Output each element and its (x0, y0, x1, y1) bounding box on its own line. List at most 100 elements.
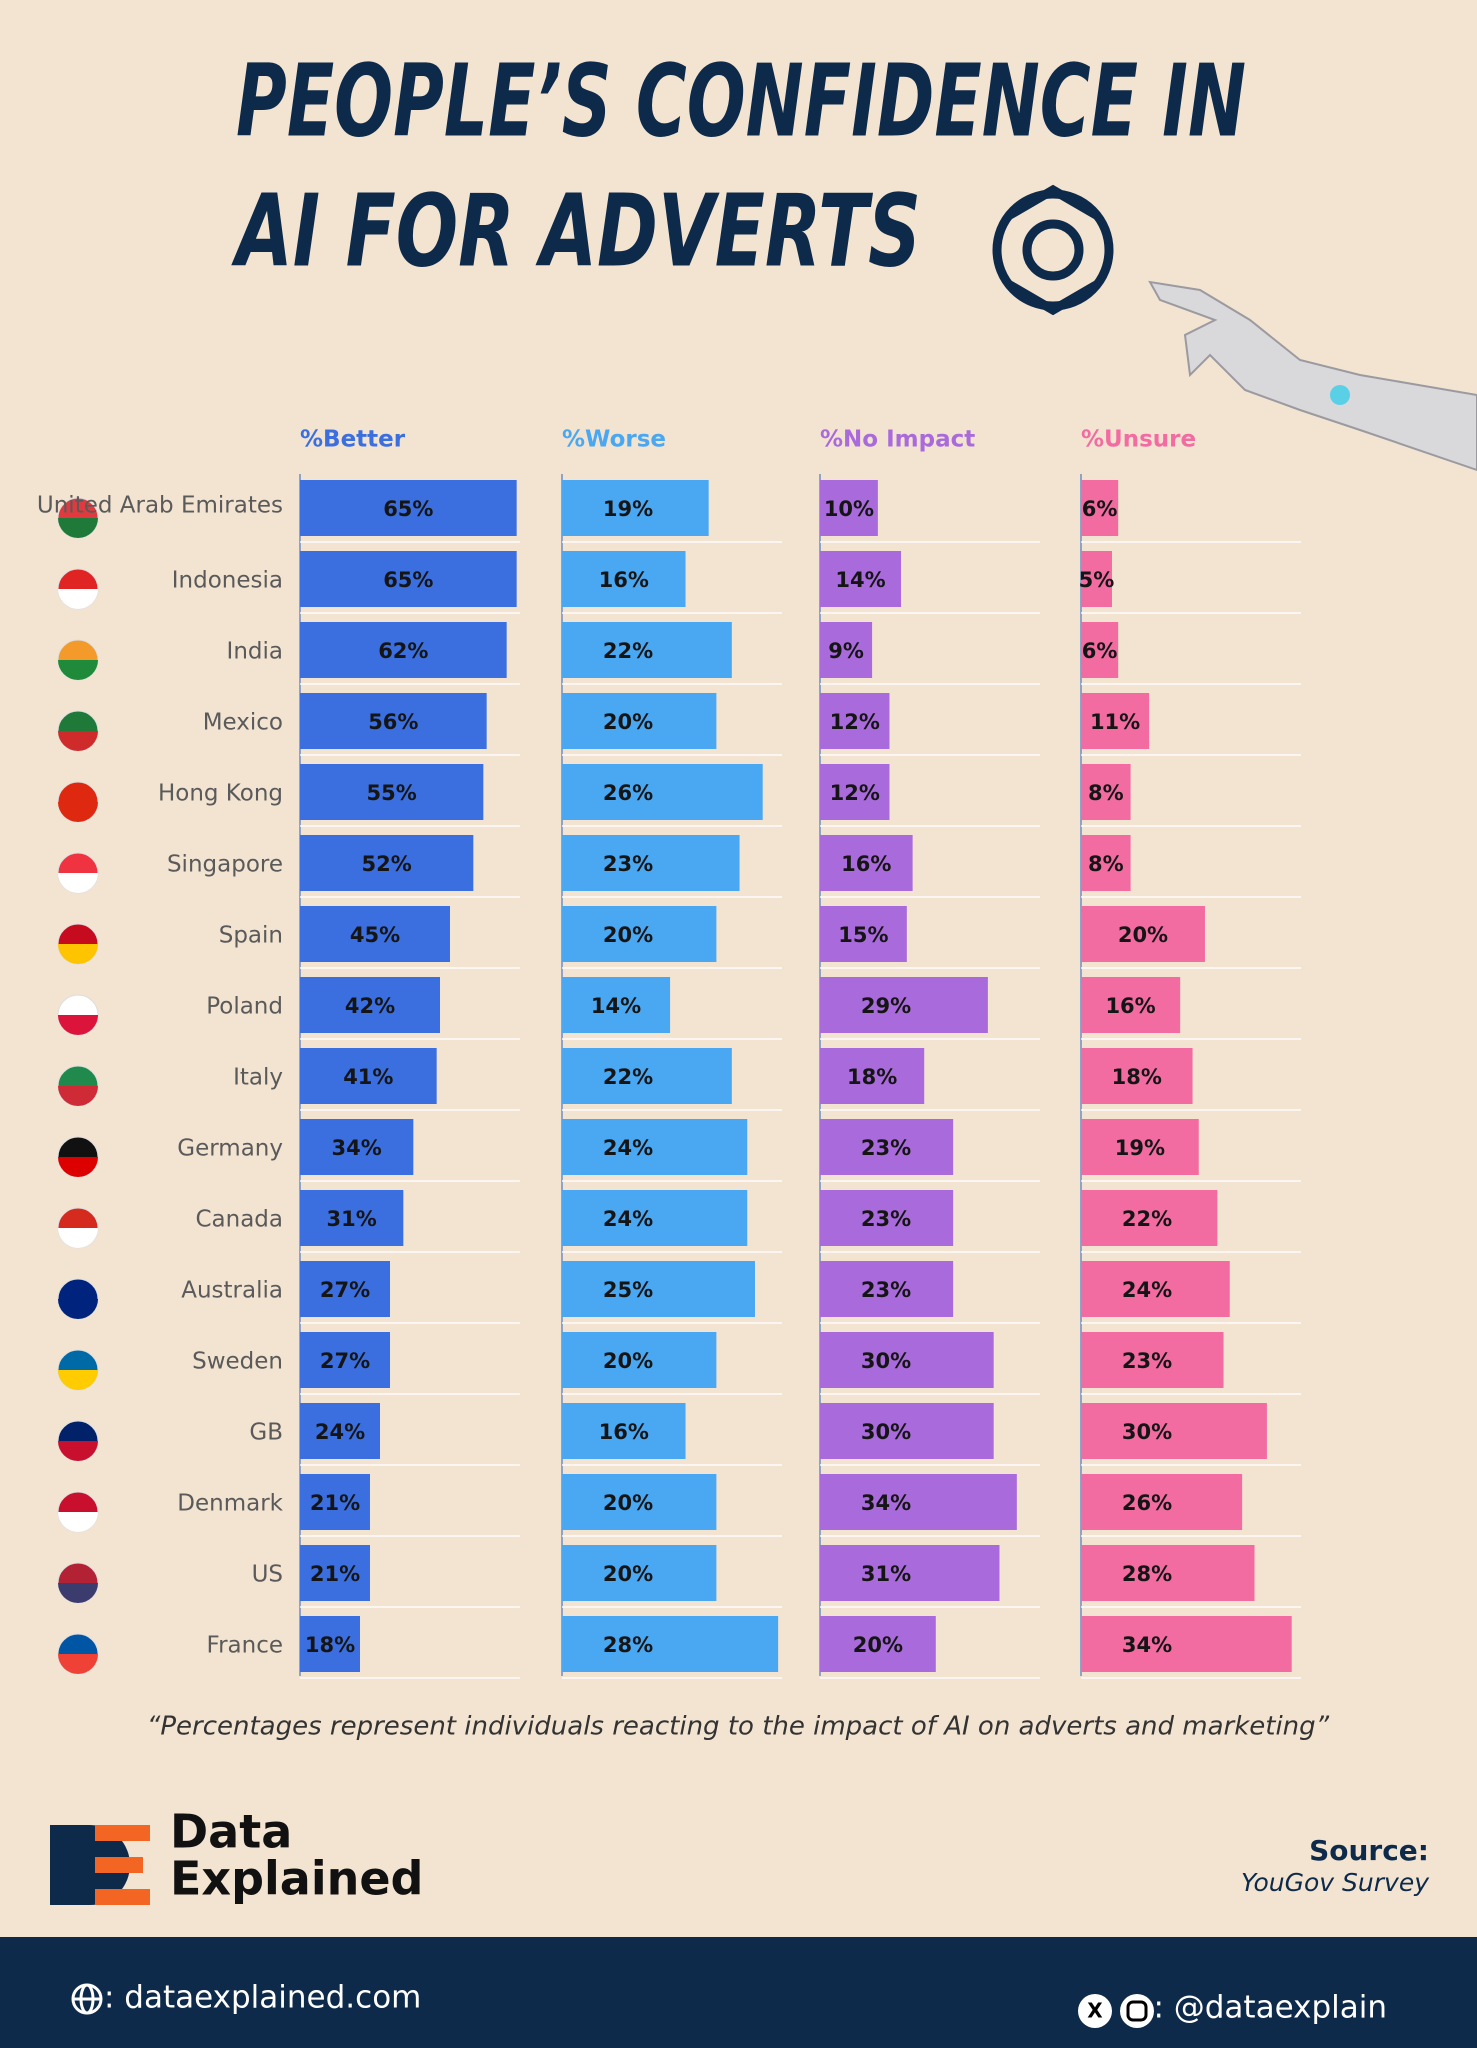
brand-name: Data (170, 1805, 292, 1859)
bar (562, 480, 709, 536)
bar (1081, 551, 1112, 607)
data-label: 16% (599, 1420, 649, 1444)
flag (58, 1441, 98, 1461)
data-label: 65% (383, 497, 433, 521)
bar (300, 1474, 370, 1530)
data-label: 55% (367, 781, 417, 805)
bar (1081, 764, 1131, 820)
bar (300, 1403, 380, 1459)
data-label: 27% (320, 1278, 370, 1302)
bar (1081, 977, 1181, 1033)
flag (58, 802, 98, 822)
bar (820, 551, 902, 607)
y-tick-label: Hong Kong (158, 781, 283, 807)
bar (1081, 1403, 1267, 1459)
y-tick-label: Singapore (167, 852, 283, 878)
y-tick-label: United Arab Emirates (37, 493, 283, 519)
data-label: 41% (343, 1065, 393, 1089)
data-label: 56% (368, 710, 418, 734)
brand-name: Explained (170, 1852, 423, 1906)
flag (58, 731, 98, 751)
bar (300, 551, 517, 607)
bar (300, 693, 487, 749)
bar (820, 1048, 925, 1104)
data-label: 23% (861, 1207, 911, 1231)
svg-text:X: X (1087, 1999, 1103, 2023)
source-text: YouGov Survey (1241, 1868, 1430, 1897)
data-label: 16% (599, 568, 649, 592)
data-label: 15% (838, 923, 888, 947)
website: : dataexplained.com (104, 1980, 421, 2016)
y-tick-label: Italy (233, 1065, 283, 1091)
bar (300, 1119, 414, 1175)
data-label: 30% (1122, 1420, 1172, 1444)
data-label: 29% (861, 994, 911, 1018)
bar (300, 906, 450, 962)
bar (820, 764, 890, 820)
y-tick-label: Indonesia (172, 568, 283, 594)
bar (820, 835, 913, 891)
data-label: 20% (853, 1633, 903, 1657)
data-label: 31% (327, 1207, 377, 1231)
bar (562, 1261, 755, 1317)
data-label: 24% (1122, 1278, 1172, 1302)
bar (820, 1190, 954, 1246)
data-label: 22% (1122, 1207, 1172, 1231)
flag (58, 1512, 98, 1532)
ai-logo (992, 184, 1114, 316)
data-label: 21% (310, 1491, 360, 1515)
data-label: 24% (315, 1420, 365, 1444)
robot-hand (1148, 280, 1477, 472)
bar (562, 977, 671, 1033)
bar (820, 1332, 994, 1388)
flag (58, 1086, 98, 1106)
data-label: 6% (1082, 639, 1118, 663)
social-handle: : @dataexplain (1153, 1990, 1387, 2026)
bar (300, 1616, 360, 1672)
data-label: 8% (1088, 852, 1124, 876)
flag (58, 1015, 98, 1035)
bar (1081, 1545, 1255, 1601)
bar (820, 1119, 954, 1175)
flag (58, 1370, 98, 1390)
bar (300, 622, 507, 678)
y-tick-label: GB (249, 1420, 283, 1446)
bar (820, 906, 907, 962)
flag (58, 660, 98, 680)
bar (300, 1545, 370, 1601)
data-label: 18% (305, 1633, 355, 1657)
legend-label: %Worse (562, 427, 666, 453)
data-label: 16% (1105, 994, 1155, 1018)
bar (1081, 1119, 1199, 1175)
bar (562, 1332, 717, 1388)
data-label: 23% (861, 1278, 911, 1302)
flag (58, 1583, 98, 1603)
data-label: 24% (603, 1207, 653, 1231)
social-icons: X (1078, 1994, 1154, 2028)
data-label: 18% (847, 1065, 897, 1089)
flag (58, 589, 98, 609)
data-label: 22% (603, 639, 653, 663)
bar (1081, 480, 1119, 536)
y-tick-label: Germany (177, 1136, 283, 1162)
flag (58, 1654, 98, 1674)
bar (1081, 906, 1205, 962)
bar (300, 1261, 390, 1317)
data-label: 20% (603, 1491, 653, 1515)
bar (1081, 1261, 1230, 1317)
data-label: 62% (378, 639, 428, 663)
bar (820, 977, 988, 1033)
flag (58, 1299, 98, 1319)
bar (562, 1403, 686, 1459)
data-label: 20% (603, 710, 653, 734)
y-tick-label: US (252, 1562, 283, 1588)
flag (58, 1228, 98, 1248)
data-label: 24% (603, 1136, 653, 1160)
data-label: 12% (830, 781, 880, 805)
y-tick-label: Poland (206, 994, 283, 1020)
bar (1081, 693, 1150, 749)
data-label: 23% (603, 852, 653, 876)
data-label: 19% (603, 497, 653, 521)
bar (562, 693, 717, 749)
data-label: 30% (861, 1349, 911, 1373)
